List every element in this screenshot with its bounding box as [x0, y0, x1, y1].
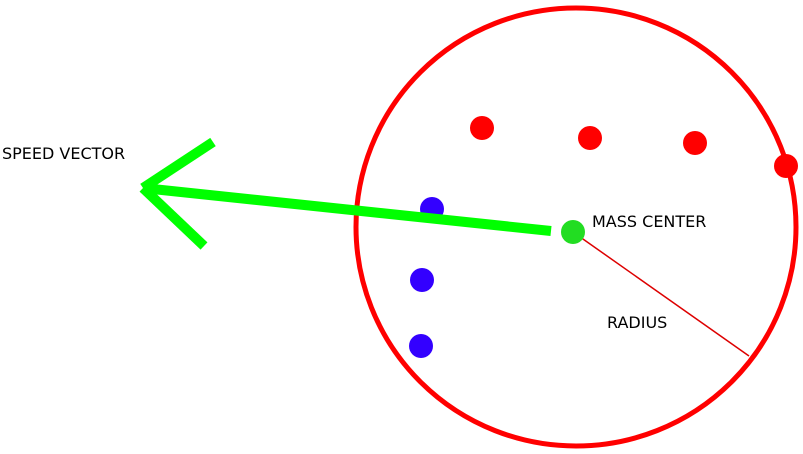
speed-vector-label: SPEED VECTOR: [2, 144, 126, 163]
speed-vector-head-upper: [140, 137, 216, 193]
speed-vector-head-lower: [139, 184, 208, 250]
radius-line: [572, 231, 750, 357]
red-particle: [774, 154, 798, 178]
blue-particle: [410, 268, 434, 292]
mass-center-dot: [561, 220, 585, 244]
bounding-circle: [353, 5, 799, 449]
radius-label: RADIUS: [607, 313, 668, 332]
red-particles: [470, 116, 798, 178]
speed-vector-arrow: [139, 137, 552, 250]
blue-particle: [409, 334, 433, 358]
mass-center-label: MASS CENTER: [592, 212, 707, 231]
red-particle: [578, 126, 602, 150]
red-particle: [683, 131, 707, 155]
speed-vector-shaft: [142, 183, 552, 236]
red-particle: [470, 116, 494, 140]
